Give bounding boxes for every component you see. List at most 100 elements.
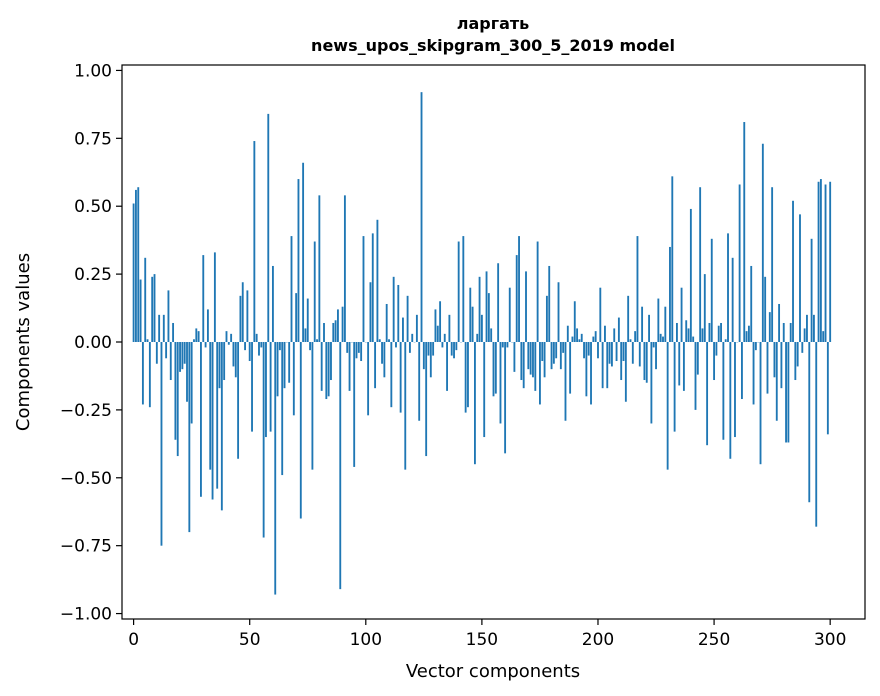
bar-189: [571, 336, 574, 342]
bar-236: [680, 287, 683, 342]
bar-285: [794, 342, 797, 381]
bar-26: [193, 339, 195, 342]
bar-244: [699, 187, 702, 342]
bar-127: [427, 342, 430, 356]
bar-261: [738, 184, 741, 342]
bar-18: [174, 342, 177, 440]
bar-207: [613, 328, 616, 342]
plot-frame: [121, 64, 866, 620]
bar-222: [648, 314, 650, 342]
bar-266: [750, 265, 753, 342]
bar-11: [158, 314, 161, 342]
x-tick-label: 0: [128, 630, 139, 650]
bar-158: [499, 342, 502, 424]
bar-139: [455, 342, 458, 351]
bar-17: [172, 322, 175, 342]
bar-159: [501, 342, 504, 348]
bar-218: [638, 342, 641, 367]
bar-164: [513, 342, 516, 372]
bar-173: [534, 342, 537, 391]
bar-96: [355, 342, 358, 359]
bar-0: [132, 203, 135, 342]
bar-111: [390, 342, 393, 408]
bar-282: [787, 342, 790, 443]
bar-49: [246, 290, 249, 342]
bar-263: [743, 122, 746, 342]
bar-182: [555, 342, 558, 359]
bar-19: [176, 342, 179, 457]
bar-74: [304, 328, 307, 342]
bar-1: [135, 189, 137, 342]
bar-257: [729, 342, 732, 459]
bar-42: [230, 333, 233, 342]
bar-30: [202, 255, 205, 342]
bar-265: [747, 325, 750, 342]
bar-124: [420, 92, 423, 342]
bar-108: [383, 342, 386, 378]
bar-213: [627, 295, 630, 342]
bar-290: [806, 314, 808, 342]
bar-242: [694, 342, 697, 410]
bar-151: [483, 342, 486, 438]
bar-234: [676, 322, 678, 342]
bar-122: [415, 314, 418, 342]
bar-217: [636, 236, 639, 342]
bar-98: [360, 342, 363, 362]
bar-116: [402, 317, 404, 342]
bar-102: [369, 282, 372, 342]
bar-160: [504, 342, 507, 454]
y-tick-label: −0.50: [60, 469, 112, 489]
bar-4: [141, 342, 144, 405]
chart-title-line2: news_upos_skipgram_300_5_2019 model: [311, 36, 675, 55]
bar-187: [566, 325, 569, 342]
bar-103: [371, 233, 374, 342]
bar-255: [724, 339, 727, 342]
bar-253: [720, 322, 722, 342]
bar-177: [543, 342, 546, 378]
bar-93: [348, 342, 351, 391]
bar-43: [232, 342, 235, 367]
bar-227: [659, 333, 662, 342]
bar-50: [248, 342, 251, 362]
bar-211: [622, 342, 625, 362]
bar-168: [522, 342, 525, 389]
bar-176: [541, 342, 544, 362]
bar-61: [274, 342, 277, 595]
bar-150: [480, 314, 483, 342]
bar-146: [471, 306, 474, 342]
y-tick-label: 0.25: [74, 265, 112, 285]
bar-220: [643, 342, 646, 381]
bar-29: [200, 342, 202, 497]
bar-8: [151, 276, 154, 342]
bar-286: [796, 342, 799, 367]
bar-14: [165, 342, 168, 359]
bar-69: [292, 342, 295, 416]
bar-293: [812, 314, 815, 342]
bar-33: [209, 342, 212, 470]
bar-230: [666, 342, 669, 470]
bar-178: [545, 295, 548, 342]
bar-232: [671, 176, 674, 342]
bar-219: [641, 306, 644, 342]
bar-188: [569, 342, 572, 394]
bar-133: [441, 342, 444, 348]
bar-203: [604, 325, 606, 342]
bar-204: [606, 342, 609, 389]
bar-154: [490, 328, 493, 342]
bar-81: [320, 342, 323, 391]
y-tick-label: −1.00: [60, 605, 112, 625]
bar-247: [706, 342, 709, 446]
bar-55: [260, 342, 263, 348]
bar-181: [552, 342, 555, 364]
bar-21: [181, 342, 184, 370]
bar-274: [768, 312, 771, 342]
x-tick-label: 50: [239, 630, 261, 650]
bar-190: [573, 301, 576, 342]
bar-31: [204, 342, 207, 348]
bar-166: [518, 236, 520, 342]
bar-60: [271, 265, 274, 342]
bar-246: [703, 274, 706, 342]
bar-68: [290, 236, 293, 342]
bar-214: [629, 339, 632, 342]
bar-228: [662, 336, 664, 342]
